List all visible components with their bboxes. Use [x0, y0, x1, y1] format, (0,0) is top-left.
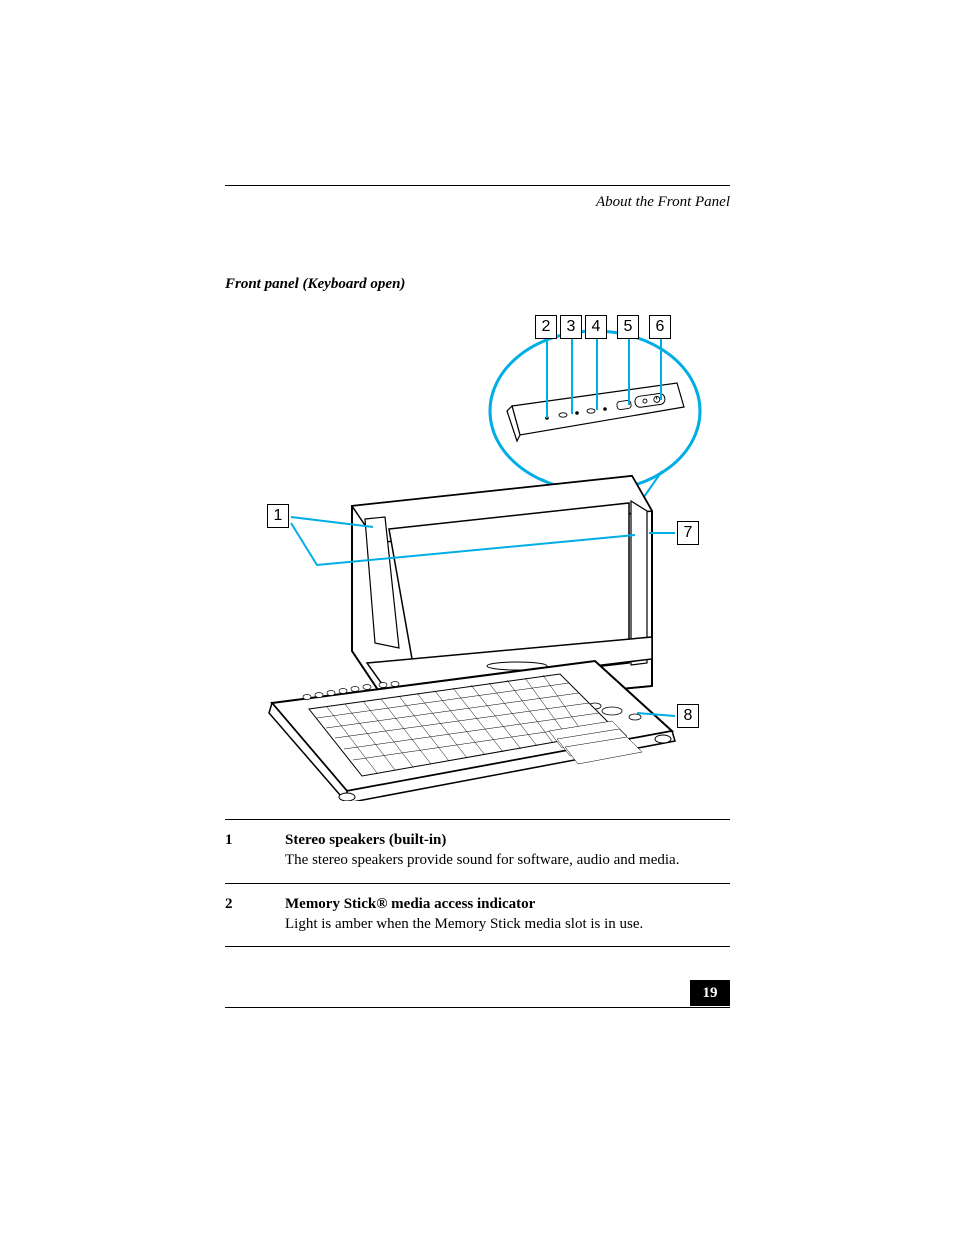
callout-8: 8	[677, 704, 699, 728]
callout-1: 1	[267, 504, 289, 528]
desc-num: 1	[225, 820, 285, 884]
diagram-svg	[217, 311, 722, 801]
desc-body: The stereo speakers provide sound for so…	[285, 852, 679, 868]
description-table: 1 Stereo speakers (built-in) The stereo …	[225, 819, 730, 947]
desc-cell: Stereo speakers (built-in) The stereo sp…	[285, 820, 730, 884]
callout-4: 4	[585, 315, 607, 339]
callout-5: 5	[617, 315, 639, 339]
desc-num: 2	[225, 883, 285, 947]
callout-3: 3	[560, 315, 582, 339]
callout-2: 2	[535, 315, 557, 339]
table-row: 2 Memory Stick® media access indicator L…	[225, 883, 730, 947]
desc-title: Stereo speakers (built-in)	[285, 832, 446, 848]
desc-title: Memory Stick® media access indicator	[285, 896, 535, 912]
page-content: About the Front Panel Front panel (Keybo…	[225, 185, 730, 1008]
table-row: 1 Stereo speakers (built-in) The stereo …	[225, 820, 730, 884]
top-horizontal-rule	[225, 185, 730, 186]
desc-cell: Memory Stick® media access indicator Lig…	[285, 883, 730, 947]
bottom-horizontal-rule	[225, 1007, 730, 1008]
desc-body: Light is amber when the Memory Stick med…	[285, 916, 643, 932]
callout-7: 7	[677, 521, 699, 545]
callout-6: 6	[649, 315, 671, 339]
page-number: 19	[690, 980, 730, 1006]
front-panel-diagram: 1 2 3 4 5 6 7 8	[217, 311, 722, 801]
device-keyboard	[269, 661, 675, 801]
running-head: About the Front Panel	[225, 194, 730, 211]
section-title: Front panel (Keyboard open)	[225, 276, 730, 293]
